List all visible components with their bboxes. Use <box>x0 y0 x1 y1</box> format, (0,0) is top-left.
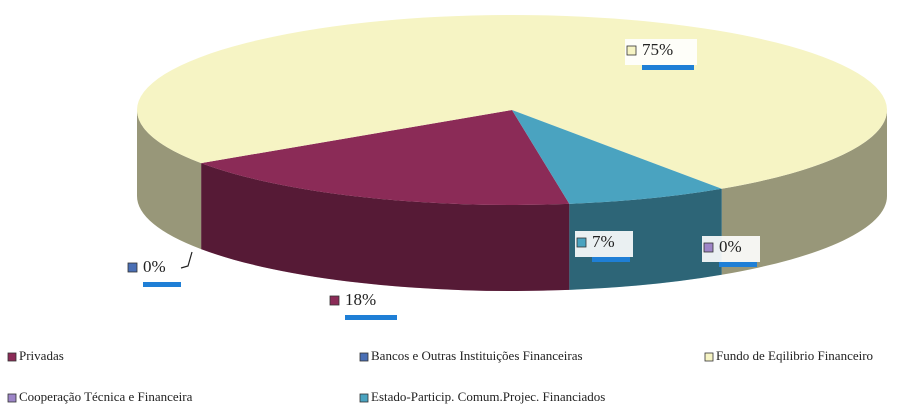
label-key <box>626 45 637 56</box>
label-key <box>127 262 138 273</box>
label-key <box>576 237 587 248</box>
label-box <box>328 289 400 315</box>
legend-key <box>359 352 369 362</box>
slice-side-shade <box>137 110 202 250</box>
slice-side <box>137 110 202 250</box>
data-labels: 18% 0% 75% 0% 7% <box>126 39 760 320</box>
data-label: 0% <box>719 237 742 256</box>
slice <box>512 110 722 204</box>
slice-side-shade <box>201 163 570 291</box>
legend: Privadas Bancos e Outras Instituições Fin… <box>7 348 873 404</box>
legend-key <box>359 393 369 403</box>
legend-key <box>7 393 17 403</box>
data-label: 18% <box>345 290 376 309</box>
data-label: 7% <box>592 232 615 251</box>
label-underline <box>143 282 181 287</box>
slice <box>201 110 570 205</box>
legend-label: Privadas <box>19 348 64 363</box>
legend-key <box>704 352 714 362</box>
label-underline <box>642 65 694 70</box>
legend-key <box>7 352 17 362</box>
label-underline <box>719 262 757 267</box>
slice-side <box>721 110 887 275</box>
slice-side <box>569 188 722 290</box>
slice-side-shade <box>569 188 722 290</box>
leader-line <box>180 251 193 269</box>
slice <box>137 15 888 189</box>
legend-label: Estado-Particip. Comum.Projec. Financiad… <box>371 389 605 404</box>
label-box <box>625 39 697 65</box>
label-key <box>329 295 340 306</box>
data-label: 75% <box>642 40 673 59</box>
slice <box>201 110 513 164</box>
legend-label: Fundo de Eqilibrio Financeiro <box>716 348 873 363</box>
label-key <box>703 242 714 253</box>
legend-label: Cooperação Técnica e Financeira <box>19 389 193 404</box>
label-underline <box>345 315 397 320</box>
pie <box>137 15 888 291</box>
slice-side <box>201 163 570 291</box>
legend-label: Bancos e Outras Instituições Financeiras <box>371 348 583 363</box>
data-label: 0% <box>143 257 166 276</box>
label-underline <box>592 257 630 262</box>
slice-side-shade <box>721 110 887 275</box>
